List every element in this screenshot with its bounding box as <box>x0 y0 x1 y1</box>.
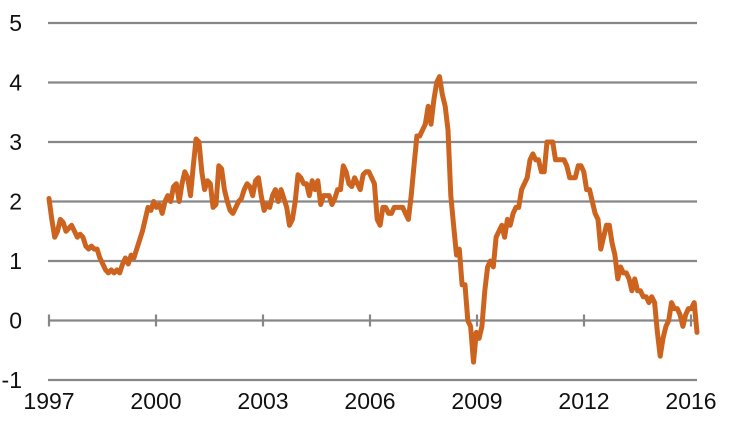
x-axis-label-2009: 2009 <box>451 388 502 414</box>
y-axis-labels: 5 4 3 2 1 0 -1 <box>2 10 23 393</box>
data-series <box>46 74 700 365</box>
y-axis-label-5: 5 <box>9 10 22 36</box>
x-axis-label-2016: 2016 <box>665 388 716 414</box>
x-axis-label-1997: 1997 <box>23 388 74 414</box>
zero-axis-ticks <box>47 314 693 327</box>
y-axis-label-3: 3 <box>9 129 22 155</box>
y-axis-label-2: 2 <box>9 189 22 215</box>
x-axis-label-2006: 2006 <box>344 388 395 414</box>
data-line-path <box>46 74 700 365</box>
x-axis-label-2000: 2000 <box>130 388 181 414</box>
gridlines <box>48 21 697 382</box>
x-axis-labels: 1997 2000 2003 2006 2009 2012 2016 <box>23 388 716 414</box>
y-axis-label-4: 4 <box>9 70 22 96</box>
y-axis-label-0: 0 <box>9 308 22 334</box>
x-axis-label-2003: 2003 <box>237 388 288 414</box>
y-axis-label--1: -1 <box>2 367 22 393</box>
x-axis-label-2012: 2012 <box>558 388 609 414</box>
y-axis-label-1: 1 <box>9 248 22 274</box>
